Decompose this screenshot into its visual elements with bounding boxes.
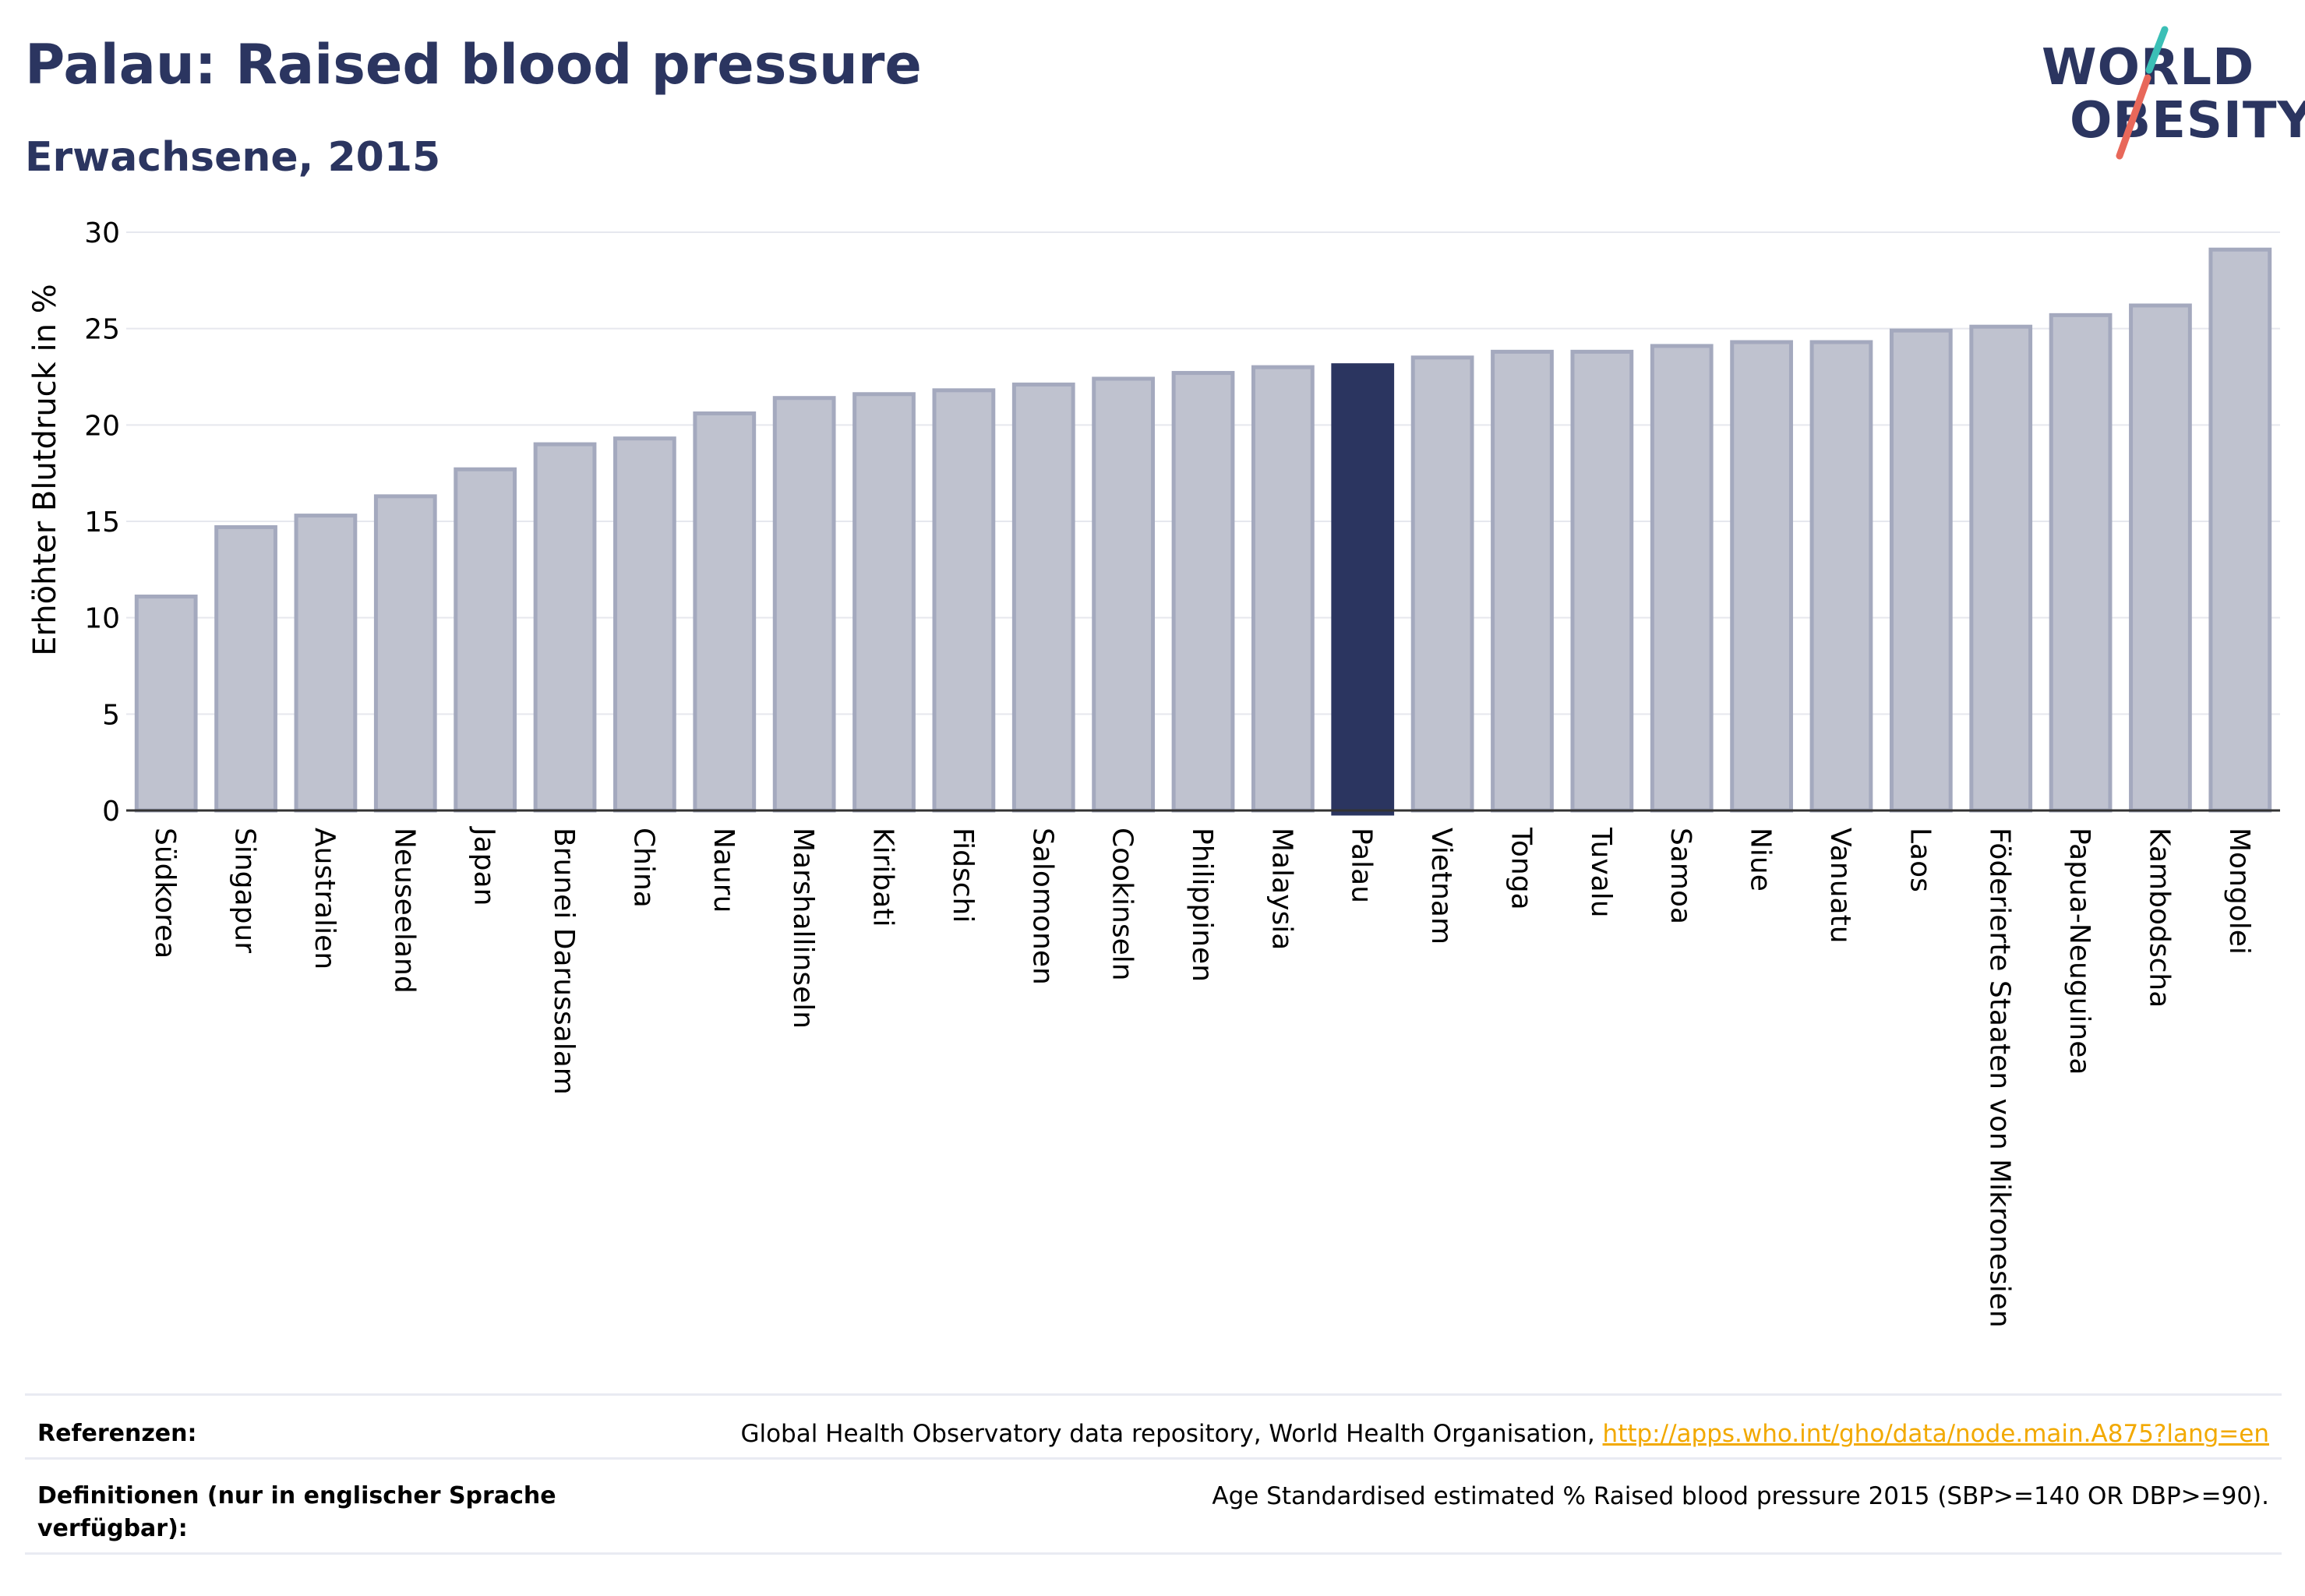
- x-tick-label: Salomonen: [1026, 828, 1058, 985]
- bar: [533, 442, 597, 813]
- x-tick-label: Laos: [1904, 828, 1936, 892]
- bar: [454, 467, 517, 813]
- page-title: Palau: Raised blood pressure: [25, 33, 922, 97]
- y-tick-label: 15: [84, 507, 120, 538]
- bar: [1171, 371, 1235, 813]
- x-tick-label: Malaysia: [1265, 828, 1297, 950]
- definitions-row: Definitionen (nur in englischer Sprache …: [25, 1457, 2282, 1555]
- bar: [1730, 340, 1793, 813]
- bar: [1889, 328, 1953, 813]
- logo-word-2: OBESITY: [2070, 92, 2305, 150]
- y-tick-label: 25: [84, 314, 120, 346]
- x-tick-label: Japan: [468, 826, 500, 906]
- y-tick-label: 5: [102, 699, 120, 731]
- bar: [1092, 376, 1156, 813]
- bar: [1809, 340, 1873, 813]
- x-tick-label: Vietnam: [1425, 828, 1457, 945]
- bar: [613, 436, 676, 813]
- definitions-value: Age Standardised estimated % Raised bloo…: [1212, 1482, 2269, 1510]
- x-tick-label: Kambodscha: [2143, 828, 2175, 1008]
- y-axis-label: Erhöhter Blutdruck in %: [27, 284, 63, 656]
- x-tick-label: Mongolei: [2223, 828, 2255, 955]
- x-tick-label: Philippinen: [1186, 828, 1218, 982]
- y-tick-label: 20: [84, 410, 120, 442]
- bar: [1011, 382, 1075, 813]
- x-tick-label: Singapur: [229, 828, 261, 953]
- bar: [1251, 365, 1315, 813]
- bar: [134, 594, 198, 813]
- bar: [2129, 303, 2192, 813]
- x-tick-label: China: [627, 828, 659, 908]
- x-tick-label: Südkorea: [149, 828, 181, 959]
- bar: [1570, 349, 1634, 813]
- bar: [852, 392, 916, 813]
- y-tick-label: 10: [84, 603, 120, 635]
- bar: [772, 396, 836, 813]
- x-tick-label: Tonga: [1505, 827, 1537, 910]
- x-tick-label: Tuvalu: [1585, 827, 1617, 918]
- x-tick-label: Kiribati: [867, 828, 899, 927]
- bar: [373, 494, 437, 813]
- bar: [2208, 247, 2272, 813]
- bar: [932, 388, 996, 813]
- references-link[interactable]: http://apps.who.int/gho/data/node.main.A…: [1602, 1420, 2269, 1448]
- page-subtitle: Erwachsene, 2015: [25, 134, 441, 181]
- x-tick-label: Cookinseln: [1107, 828, 1138, 981]
- bar: [214, 524, 277, 813]
- y-tick-label: 0: [102, 796, 120, 828]
- x-tick-label: Australien: [309, 828, 341, 969]
- x-tick-label: Niue: [1745, 828, 1777, 892]
- definitions-label: Definitionen (nur in englischer Sprache …: [37, 1482, 556, 1542]
- logo-slash-icon: [2116, 26, 2169, 160]
- x-tick-label: Föderierte Staaten von Mikronesien: [1984, 828, 2016, 1328]
- x-tick-label: Vanuatu: [1824, 828, 1856, 944]
- x-tick-label: Brunei Darussalam: [548, 828, 580, 1095]
- references-row: Referenzen: Global Health Observatory da…: [25, 1393, 2282, 1457]
- x-tick-label: Fidschi: [947, 828, 979, 923]
- references-text: Global Health Observatory data repositor…: [740, 1420, 1603, 1448]
- bar: [1969, 324, 2033, 813]
- bar-chart: 0 5 10 15 20 25 30 Südkorea Singapur Australien Ne…: [84, 217, 2280, 1328]
- x-tick-label: Neuseeland: [388, 828, 420, 994]
- world-obesity-logo: WORLD OBESITY: [2026, 23, 2305, 164]
- y-tick-label: 30: [84, 217, 120, 249]
- bar: [693, 411, 757, 813]
- bar: [2049, 312, 2113, 813]
- bar: [1410, 355, 1474, 813]
- x-tick-label: Papua-Neuguinea: [2063, 828, 2095, 1075]
- x-tick-label: Palau: [1346, 828, 1378, 903]
- bar: [1491, 349, 1554, 813]
- footer-table: Referenzen: Global Health Observatory da…: [25, 1393, 2282, 1555]
- bar: [294, 514, 358, 813]
- x-tick-label: Marshallinseln: [787, 828, 819, 1029]
- x-tick-label: Nauru: [708, 828, 740, 913]
- references-label: Referenzen:: [37, 1420, 197, 1447]
- references-value: Global Health Observatory data repositor…: [740, 1418, 2269, 1450]
- x-tick-label: Samoa: [1664, 828, 1696, 924]
- bar: [1331, 363, 1395, 816]
- bar: [1650, 344, 1714, 813]
